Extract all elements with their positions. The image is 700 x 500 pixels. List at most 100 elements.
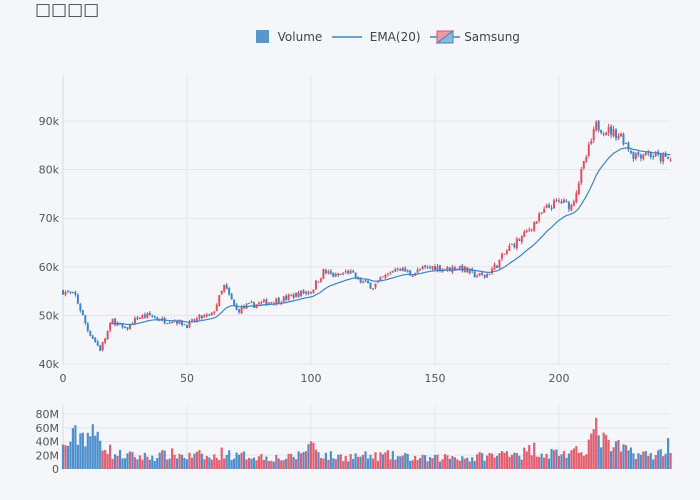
- legend-item-samsung[interactable]: Samsung: [427, 29, 520, 45]
- candle-body: [483, 274, 486, 278]
- volume-bar: [123, 458, 127, 469]
- volume-bar: [369, 454, 372, 469]
- volume-bar: [280, 460, 283, 469]
- volume-bar: [285, 458, 288, 469]
- candle-body: [505, 250, 508, 254]
- volume-bar: [396, 456, 399, 469]
- candle-body: [235, 304, 238, 310]
- volume-bar: [426, 461, 429, 469]
- candle-body: [156, 317, 159, 320]
- candle-body: [218, 295, 221, 306]
- candle-body: [622, 133, 625, 145]
- volume-bar: [111, 459, 114, 469]
- candle-body: [416, 269, 419, 273]
- candle-body: [344, 271, 347, 273]
- candle-body: [615, 129, 618, 139]
- x-tick-label: 0: [60, 372, 67, 385]
- candle-body: [610, 126, 613, 136]
- volume-bar: [575, 446, 578, 469]
- candle-body: [106, 331, 109, 339]
- candle-body: [138, 317, 141, 319]
- candle-body: [379, 277, 382, 281]
- volume-bar: [324, 452, 327, 469]
- volume-bar: [409, 460, 412, 469]
- volume-bar: [523, 447, 526, 469]
- ema-line: [110, 147, 671, 326]
- volume-bar: [471, 457, 474, 469]
- candle-body: [488, 273, 491, 275]
- volume-bar: [652, 459, 655, 469]
- candle-body: [248, 302, 250, 304]
- volume-bar: [109, 444, 112, 469]
- candle-body: [104, 338, 107, 343]
- candle-body: [476, 275, 479, 277]
- volume-bar: [565, 457, 568, 469]
- volume-bar: [577, 452, 580, 469]
- volume-bar: [520, 459, 523, 469]
- volume-bar: [644, 451, 647, 469]
- volume-bar: [609, 451, 613, 469]
- candle-body: [528, 229, 531, 231]
- volume-bar: [213, 454, 216, 469]
- volume-bar: [468, 461, 471, 469]
- candle-body: [262, 299, 265, 302]
- candle-body: [302, 290, 305, 294]
- candle-body: [446, 266, 449, 271]
- candle-body: [225, 284, 228, 290]
- volume-bar: [433, 454, 437, 469]
- candle-body: [230, 294, 233, 300]
- candle-body: [220, 290, 223, 295]
- candle-body: [287, 295, 290, 300]
- candle-body: [436, 266, 439, 271]
- volume-bar: [233, 458, 236, 469]
- volume-bar: [255, 460, 258, 469]
- volume-bar: [295, 459, 298, 469]
- candle-body: [639, 154, 642, 159]
- candle-body: [260, 301, 263, 304]
- candle-body: [530, 229, 533, 231]
- volume-bar: [545, 453, 548, 469]
- volume-bar: [394, 459, 397, 469]
- candle-body: [535, 221, 538, 224]
- candle-body: [553, 200, 556, 209]
- volume-bar: [166, 459, 169, 469]
- candle-body: [166, 323, 169, 325]
- candle-body: [649, 152, 652, 158]
- volume-bar: [535, 456, 538, 469]
- candle-body: [208, 314, 211, 316]
- candle-body: [567, 202, 570, 210]
- candle-body: [654, 153, 657, 157]
- volume-bar: [339, 454, 342, 469]
- candle-body: [580, 169, 583, 184]
- volume-bar: [66, 445, 70, 469]
- legend-item-ema[interactable]: EMA(20): [332, 30, 421, 44]
- candle-body: [124, 327, 126, 329]
- volume-bar: [495, 455, 499, 469]
- volume-bar: [287, 453, 290, 469]
- volume-bar: [525, 451, 528, 469]
- volume-bar: [421, 454, 424, 469]
- candle-body: [540, 212, 543, 214]
- volume-bar: [607, 439, 610, 469]
- candle-body: [233, 300, 236, 305]
- volume-bar: [391, 451, 394, 469]
- candle-body: [114, 318, 117, 326]
- volume-bar: [61, 444, 65, 469]
- volume-bar: [334, 459, 337, 469]
- volume-bar: [617, 439, 620, 469]
- volume-bar: [379, 452, 382, 469]
- candle-body: [520, 236, 523, 242]
- candle-body: [119, 323, 122, 325]
- candle-body: [587, 144, 590, 156]
- volume-bar: [592, 429, 595, 469]
- volume-bar: [528, 445, 531, 469]
- volume-bar: [614, 441, 618, 469]
- volume-bar: [178, 453, 181, 469]
- legend: Volume EMA(20) Samsung: [256, 29, 520, 45]
- candle-body: [297, 292, 300, 297]
- volume-bar: [262, 459, 265, 469]
- volume-bar: [371, 458, 375, 469]
- volume-bar: [637, 453, 640, 469]
- legend-item-volume[interactable]: Volume: [256, 30, 322, 44]
